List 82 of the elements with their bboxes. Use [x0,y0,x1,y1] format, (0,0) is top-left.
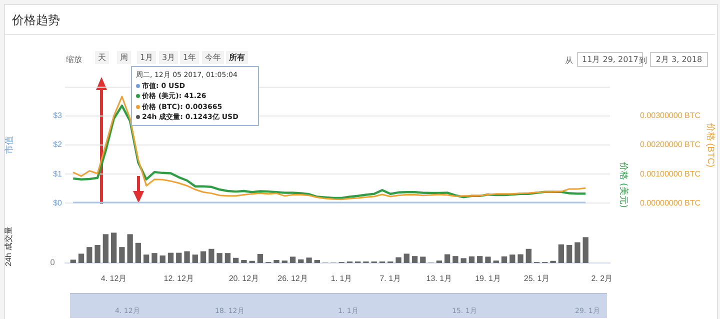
bar [412,256,418,263]
x-tick-label: 26. 12月 [278,274,308,284]
bar [582,237,588,263]
text: 所有 [226,51,248,64]
bar [306,258,312,263]
text: 1年 [180,51,200,64]
bar [192,254,198,263]
bar [119,247,125,263]
bar [510,254,516,263]
x-tick-label: 25. 1月 [524,274,550,284]
bar [232,258,239,263]
y2-tick-label: 0.00300000 BTC [640,111,701,120]
bar [168,252,174,263]
text: 到 [639,55,647,66]
bar [396,257,402,263]
y-tick-label: $2 [53,140,63,150]
y-tick-label: $3 [53,111,63,120]
bar [468,256,475,263]
text: 周 [117,51,131,64]
text: 缩放 [66,54,82,65]
text: 天 [95,51,109,64]
x-tick-label: 2. 2月 [591,274,613,284]
y2-tick-label: 0.00000000 BTC [640,198,701,208]
bar [152,253,158,263]
x-tick-label: 1. 1月 [330,274,352,284]
bar [94,244,100,263]
text: 3月 [159,51,178,64]
bar [184,251,190,263]
bar [404,254,410,263]
bar [274,260,280,263]
y-tick-label: $0 [53,198,63,208]
bar [460,258,466,263]
x-tick-label: 12. 12月 [164,274,194,284]
x-tick-label: 13. 1月 [426,274,452,284]
x-tick-label: 20. 12月 [228,274,260,284]
bar [444,254,450,263]
bar [86,247,92,263]
bar [314,260,320,263]
bar [216,253,222,263]
bar [102,234,108,263]
bar [290,256,296,263]
text: 从 [565,55,573,66]
x-tick-label: 19. 1月 [475,274,501,284]
bar [78,254,84,263]
bar [477,256,483,263]
text: 1月 [137,51,156,64]
bar [526,248,532,263]
bar [200,251,206,263]
x-tick-label: 4. 12月 [100,274,127,284]
bar [574,242,580,263]
bar [208,248,214,263]
bar [485,256,491,263]
y2-axis-title: 价格 (BTC) [706,122,716,168]
y-axis-title: 24h 成交量 [4,226,14,266]
text: 2月 3, 2018 [650,52,708,67]
y-axis-title: 市值 [4,136,14,154]
bar [420,256,426,263]
bar [160,255,166,263]
bar [127,234,133,263]
y-tick-label: $1 [53,169,63,178]
bar [176,252,182,263]
bar [70,260,76,263]
bar [558,244,564,263]
bar [452,256,458,263]
bar [566,244,572,263]
bar [298,259,304,263]
bar [501,256,508,263]
bar [241,260,247,263]
bar [144,254,150,263]
text: 11月 29, 2017 [582,55,638,64]
y2-tick-label: 0.00100000 BTC [640,169,701,178]
bar [257,254,264,263]
bar [224,253,231,263]
bar [110,232,117,263]
text: 0 [50,258,56,267]
bar [518,254,524,263]
y2-tick-label: 0.00200000 BTC [640,140,701,150]
text: 价格 (美元) [617,162,630,208]
text: 今年 [202,51,224,64]
bar [135,242,142,263]
x-tick-label: 7. 1月 [380,274,402,284]
chart-title: 价格趋势 [12,12,60,29]
